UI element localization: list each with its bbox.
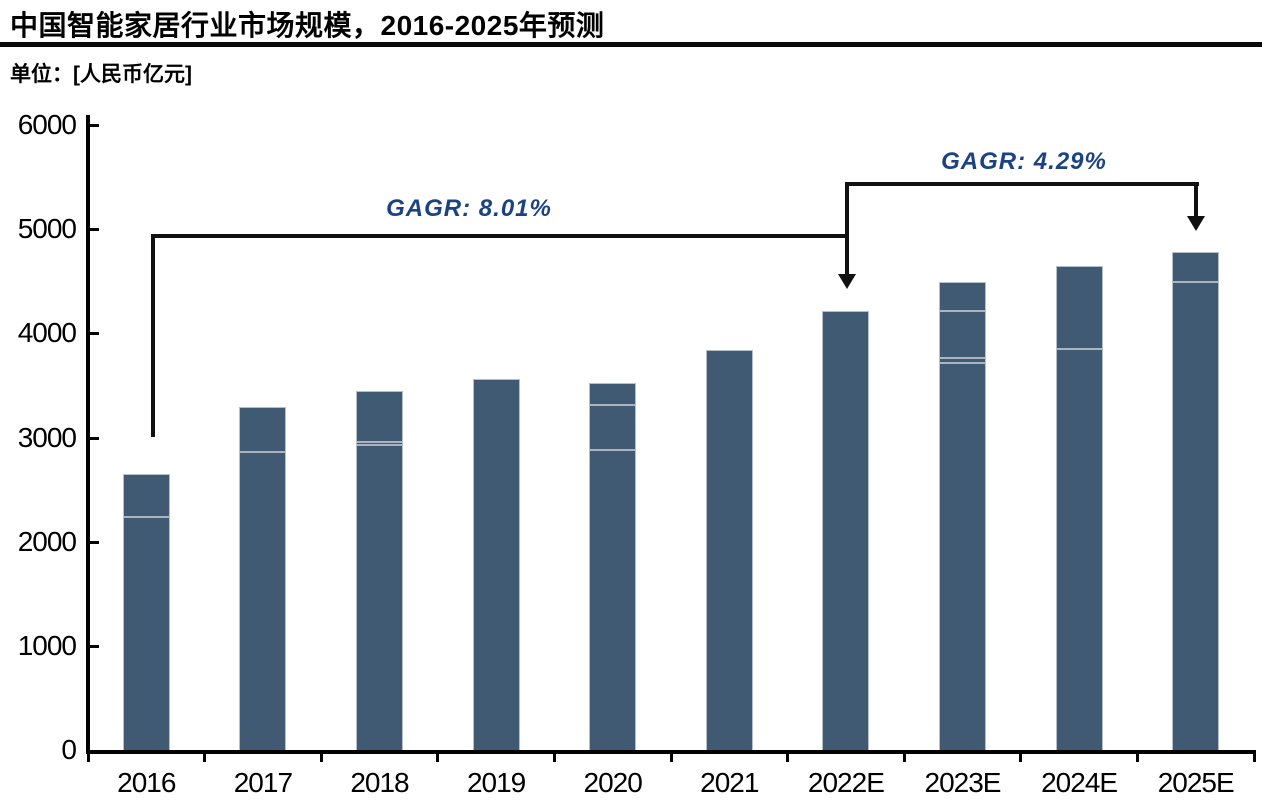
bar-2023E (939, 282, 986, 750)
bar-segment-line (590, 404, 636, 406)
x-axis-tick (203, 754, 207, 762)
bar-segment-line (1056, 348, 1102, 350)
y-axis-tick (90, 436, 99, 440)
y-tick-label: 5000 (17, 213, 77, 245)
bar-segment-line (240, 451, 286, 453)
y-axis-tick (90, 228, 99, 232)
cagr-bracket-2022-2025-horizontal (845, 182, 1199, 186)
bar-segment-line (123, 516, 169, 518)
bar-segment-line (357, 444, 402, 446)
cagr-bracket-2025-vertical (1194, 182, 1198, 218)
cagr-bracket-2022-vertical (845, 182, 849, 276)
unit-label: 单位：[人民币亿元] (10, 63, 192, 86)
bar-segment-line (590, 449, 636, 451)
x-tick-label-2016: 2016 (117, 767, 176, 798)
bar-segment-line (357, 441, 402, 443)
y-tick-label: 3000 (17, 421, 77, 453)
bar-2021 (705, 350, 753, 750)
y-tick-label: 0 (61, 734, 77, 765)
x-axis-tick (1135, 754, 1139, 762)
x-axis-tick (86, 754, 90, 762)
x-axis-tick (786, 754, 790, 762)
x-tick-label-2023E: 2023E (924, 767, 1002, 798)
bar-2024E (1055, 266, 1103, 750)
x-axis-tick (902, 754, 906, 762)
title-rule (0, 42, 1262, 47)
bar-segment-line (1173, 281, 1219, 283)
y-tick-label: 6000 (17, 109, 77, 140)
y-axis-tick (90, 644, 99, 648)
arrow-down-2025E-icon (1187, 216, 1205, 231)
bar-2025E (1172, 252, 1220, 750)
x-axis-tick (1019, 754, 1023, 762)
bar-2020 (589, 383, 637, 750)
x-axis-tick (1252, 754, 1256, 762)
x-tick-label-2022E: 2022E (807, 767, 885, 798)
x-tick-label-2020: 2020 (583, 767, 643, 798)
x-axis-tick (669, 754, 673, 762)
bar-2016 (122, 474, 170, 750)
y-tick-label: 4000 (17, 317, 77, 349)
x-tick-label-2021: 2021 (700, 767, 759, 798)
cagr-label-2022-2025: GAGR: 4.29% (941, 148, 1107, 175)
x-tick-label-2019: 2019 (466, 767, 526, 798)
bar-2017 (239, 407, 287, 750)
bar-segment-line (940, 362, 985, 364)
arrow-down-2022E-icon (838, 274, 856, 289)
x-tick-label-2017: 2017 (233, 767, 293, 798)
y-tick-label: 2000 (17, 525, 77, 557)
y-tick-label: 1000 (17, 629, 77, 661)
x-tick-label-2024E: 2024E (1041, 767, 1118, 798)
x-axis-tick (436, 754, 440, 762)
x-tick-label-2018: 2018 (350, 767, 409, 798)
cagr-bracket-2016-2022-horizontal (151, 234, 849, 238)
x-axis-tick (319, 754, 323, 762)
y-axis-tick (90, 540, 99, 544)
cagr-bracket-2016-vertical (151, 234, 155, 437)
x-tick-label-2025E: 2025E (1157, 767, 1235, 798)
x-axis-line (86, 750, 1256, 754)
bar-2018 (356, 391, 403, 750)
chart-title: 中国智能家居行业市场规模，2016-2025年预测 (10, 10, 605, 41)
cagr-label-2016-2022: GAGR: 8.01% (386, 195, 552, 222)
bar-segment-line (940, 310, 985, 312)
x-axis-tick (552, 754, 556, 762)
y-axis-tick (90, 332, 99, 336)
bar-segment-line (940, 357, 985, 359)
y-axis-line (86, 115, 90, 754)
y-axis-tick (90, 124, 99, 127)
bar-2019 (472, 379, 520, 750)
bar-2022E (822, 311, 870, 750)
